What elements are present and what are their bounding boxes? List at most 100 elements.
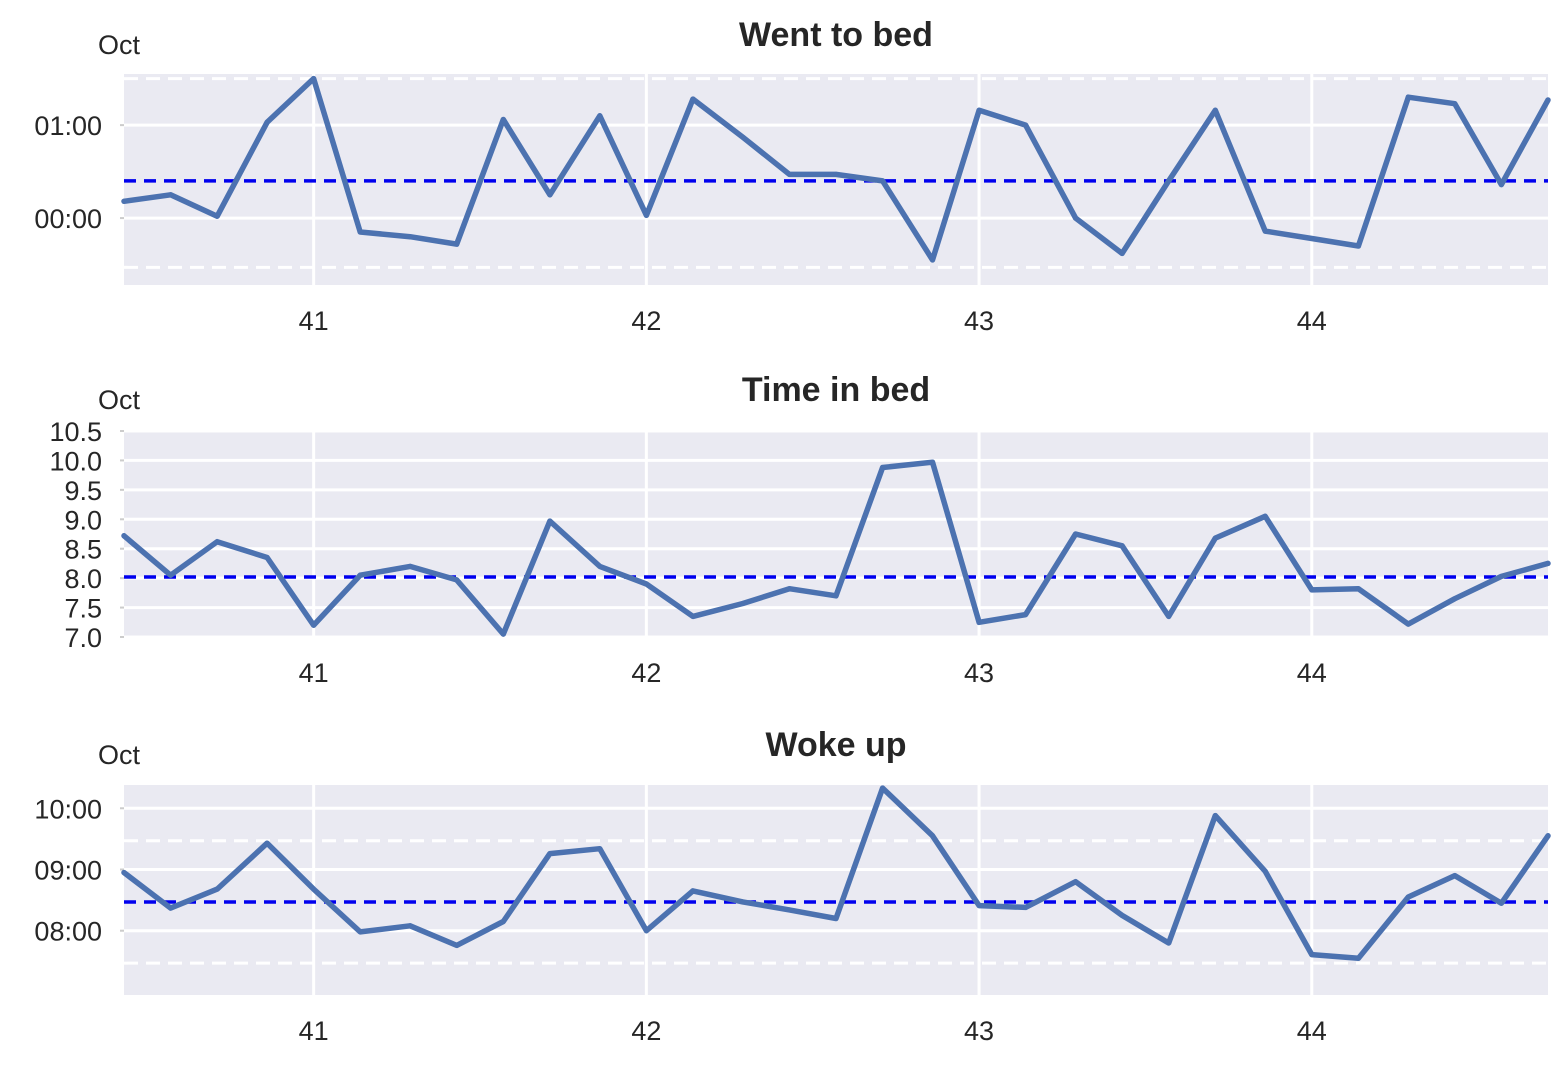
chart-title: Went to bed	[739, 16, 933, 54]
data-point	[1452, 101, 1458, 107]
data-point	[1545, 560, 1551, 566]
y-tick-label: 10:00	[34, 794, 102, 824]
data-point	[1119, 543, 1125, 549]
data-point	[264, 119, 270, 125]
y-tick-label: 9.5	[64, 476, 102, 506]
data-point	[214, 213, 220, 219]
data-point	[930, 459, 935, 465]
x-tick-label: 42	[631, 1016, 661, 1046]
data-point	[1545, 833, 1551, 839]
data-point	[1262, 868, 1268, 874]
data-point	[1262, 228, 1268, 234]
data-point	[880, 178, 886, 184]
data-point	[1119, 250, 1125, 256]
data-point	[976, 903, 982, 909]
data-point	[357, 229, 363, 235]
data-point	[1212, 813, 1218, 819]
data-point	[786, 907, 792, 913]
data-point	[833, 171, 839, 177]
x-tick-label: 41	[299, 1016, 329, 1046]
y-tick-label: 7.5	[64, 594, 102, 624]
corner-label: Oct	[98, 740, 141, 770]
data-point	[1498, 573, 1504, 579]
data-point	[643, 581, 649, 587]
y-tick-label: 01:00	[34, 111, 102, 141]
x-tick-label: 41	[299, 306, 329, 336]
data-point	[740, 899, 746, 905]
y-tick-label: 08:00	[34, 917, 102, 947]
data-point	[1212, 535, 1218, 541]
chart-title: Woke up	[765, 726, 906, 764]
y-tick-label: 10.0	[49, 446, 102, 476]
data-point	[1166, 613, 1172, 619]
y-tick-label: 10.5	[49, 417, 102, 447]
data-point	[407, 923, 413, 929]
data-point	[833, 916, 839, 921]
y-tick-label: 8.5	[64, 535, 102, 565]
data-point	[214, 539, 220, 545]
data-point	[500, 919, 506, 924]
data-point	[786, 586, 792, 592]
data-point	[1119, 912, 1125, 918]
data-point	[547, 518, 553, 524]
data-point	[1023, 612, 1029, 618]
data-point	[357, 929, 363, 935]
data-point	[1309, 236, 1315, 241]
x-tick-label: 42	[631, 306, 661, 336]
data-point	[1355, 243, 1361, 249]
data-point	[214, 886, 220, 892]
data-point	[168, 905, 174, 911]
data-point	[121, 870, 127, 876]
data-point	[1405, 621, 1411, 627]
data-point	[833, 593, 839, 599]
data-point	[168, 572, 174, 578]
data-point	[1355, 586, 1361, 592]
data-point	[1452, 596, 1458, 602]
x-tick-label: 44	[1297, 306, 1327, 336]
data-point	[264, 555, 270, 560]
x-tick-label: 44	[1297, 658, 1327, 688]
data-point	[740, 601, 746, 606]
data-point	[454, 241, 460, 247]
data-point	[976, 107, 982, 113]
y-tick-label: 00:00	[34, 204, 102, 234]
data-point	[690, 888, 696, 894]
x-tick-label: 44	[1297, 1016, 1327, 1046]
data-point	[597, 563, 603, 569]
data-point	[597, 113, 603, 119]
data-point	[1498, 900, 1504, 906]
woke-up-chart: Woke up Oct 08:00 09:00 10:00 41 42 43 44	[34, 726, 1551, 1046]
data-point	[1545, 97, 1551, 103]
y-tick-label: 8.0	[64, 564, 102, 594]
data-point	[1166, 940, 1172, 946]
data-point	[786, 171, 792, 177]
data-point	[1498, 182, 1504, 188]
corner-label: Oct	[98, 30, 141, 60]
data-point	[1073, 215, 1079, 221]
corner-label: Oct	[98, 385, 141, 415]
data-point	[1405, 94, 1411, 100]
time-in-bed-chart: Time in bed Oct 7.07.58.08.59.09.510.010…	[49, 371, 1551, 688]
data-point	[407, 563, 413, 569]
data-point	[547, 851, 553, 857]
y-tick-label: 7.0	[64, 623, 102, 653]
x-tick-label: 43	[964, 306, 994, 336]
y-tick-label: 9.0	[64, 505, 102, 535]
data-point	[880, 785, 886, 791]
x-tick-label: 41	[299, 658, 329, 688]
data-point	[407, 234, 413, 240]
data-point	[500, 631, 506, 637]
data-point	[1405, 894, 1411, 900]
data-point	[976, 619, 982, 625]
data-point	[1262, 513, 1268, 519]
data-point	[1452, 873, 1458, 879]
data-point	[930, 257, 935, 263]
data-point	[643, 212, 649, 218]
data-point	[547, 192, 553, 198]
data-point	[357, 572, 363, 578]
data-point	[690, 613, 696, 619]
data-point	[311, 76, 317, 82]
data-point	[311, 622, 317, 628]
data-point	[740, 134, 746, 140]
data-point	[1309, 587, 1315, 593]
